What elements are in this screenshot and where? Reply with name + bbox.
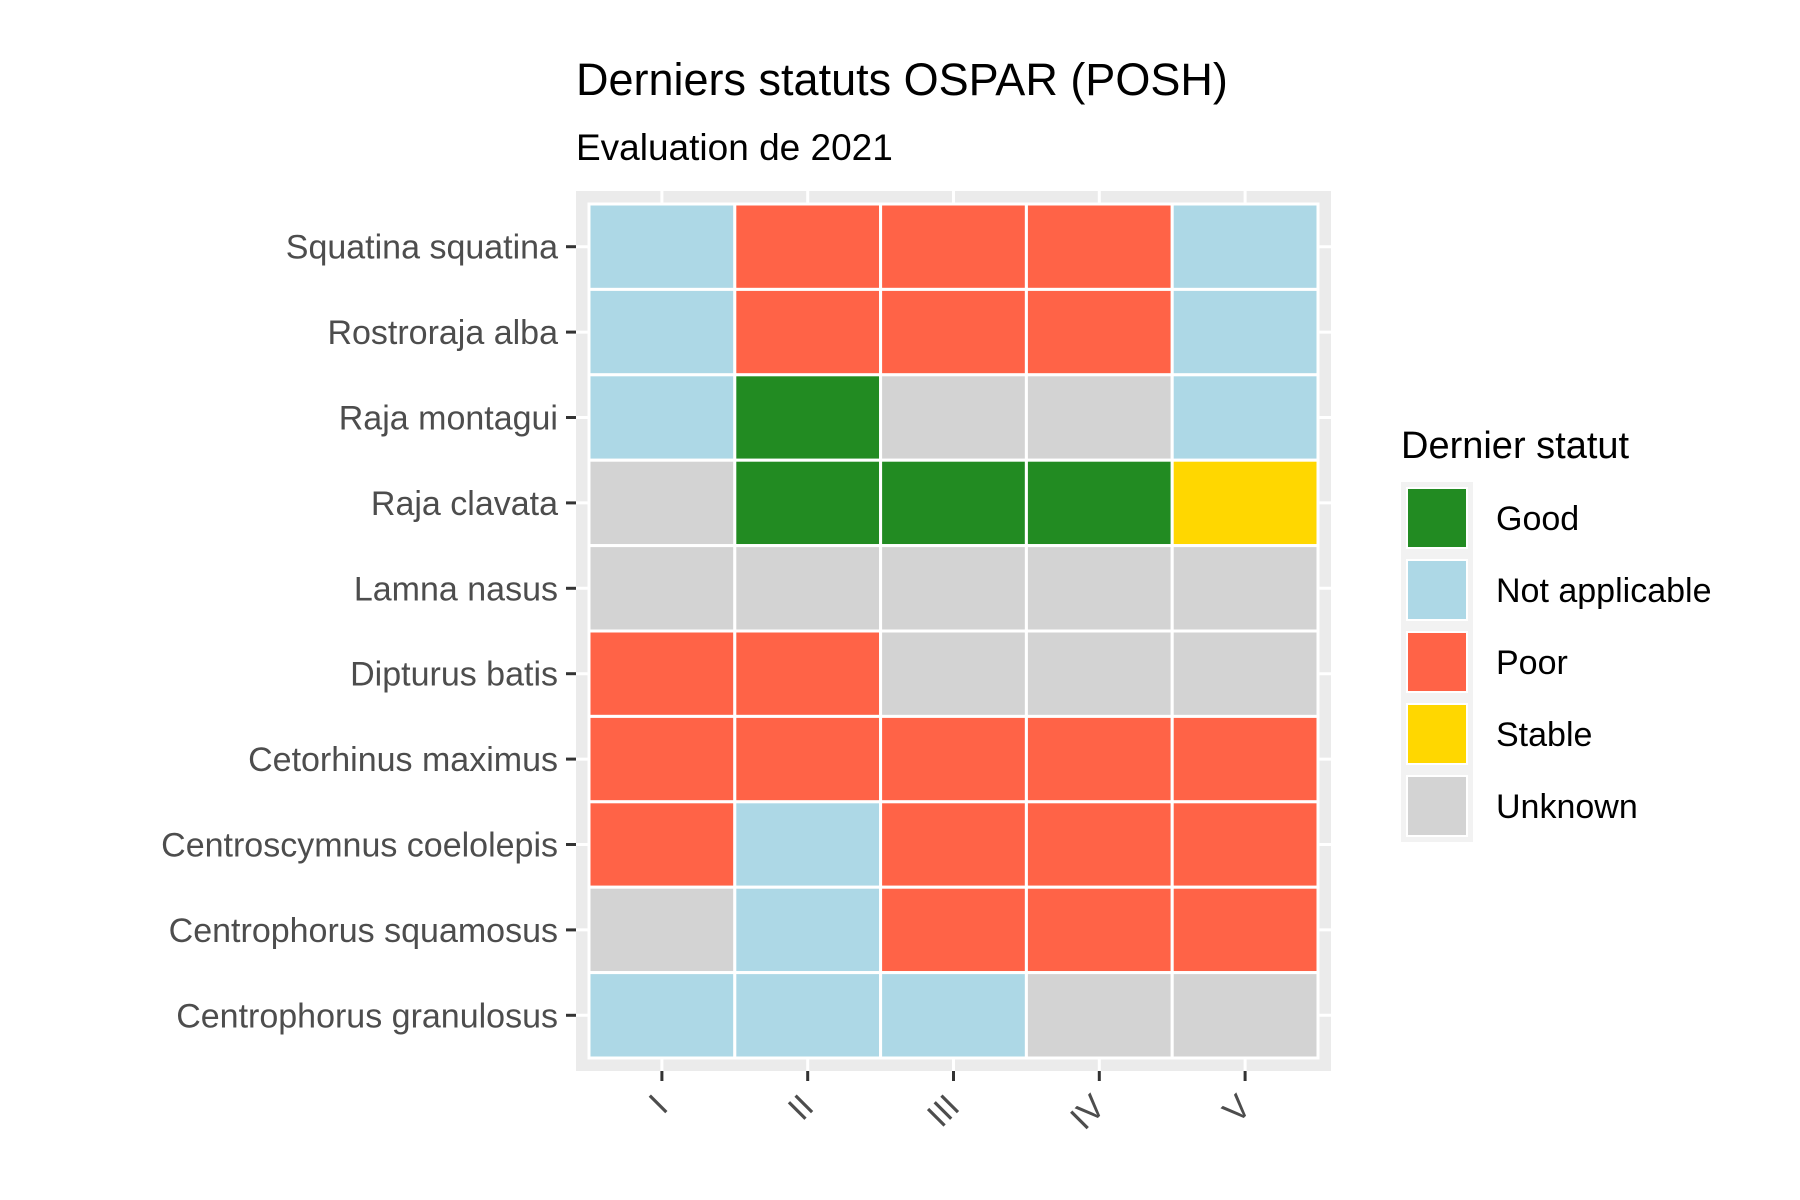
cell-raja-clavata-iii	[879, 458, 1028, 548]
cell-raja-montagui-v	[1170, 373, 1320, 462]
cell-lamna-nasus-v	[1170, 544, 1320, 633]
cell-raja-clavata-iv	[1024, 458, 1174, 548]
cell-centroscymnus-coelolepis-ii	[733, 800, 883, 889]
cell-centroscymnus-coelolepis-i	[587, 800, 737, 889]
legend-swatch-poor	[1406, 631, 1468, 693]
cell-centroscymnus-coelolepis-iii	[879, 800, 1028, 889]
cell-lamna-nasus-iii	[879, 544, 1028, 633]
y-tick-label: Cetorhinus maximus	[248, 741, 558, 779]
chart-title: Derniers statuts OSPAR (POSH)	[576, 54, 1228, 105]
x-axis: I II III IV V	[642, 1071, 1259, 1137]
cell-raja-montagui-i	[587, 373, 737, 462]
cell-rostroraja-alba-iv	[1024, 287, 1174, 377]
cell-cetorhinus-maximus-i	[587, 714, 737, 804]
cell-squatina-squatina-iv	[1024, 202, 1174, 291]
cell-rostroraja-alba-iii	[879, 287, 1028, 377]
cell-raja-clavata-v	[1170, 458, 1320, 548]
legend-swatch-not-applicable	[1406, 559, 1468, 621]
cell-cetorhinus-maximus-ii	[733, 714, 883, 804]
cell-dipturus-batis-ii	[733, 629, 883, 718]
cell-centrophorus-granulosus-i	[587, 971, 737, 1060]
cell-squatina-squatina-i	[587, 202, 737, 291]
legend-items: Good Not applicable Poor Stable Unknown	[1401, 482, 1711, 842]
cell-dipturus-batis-iv	[1024, 629, 1174, 718]
cell-cetorhinus-maximus-v	[1170, 714, 1320, 804]
legend: Dernier statut Good Not applicable Poor Sta…	[1401, 425, 1711, 842]
cell-centrophorus-granulosus-v	[1170, 971, 1320, 1060]
legend-swatch-good	[1406, 487, 1468, 549]
y-tick-label: Raja montagui	[339, 400, 558, 438]
cell-centrophorus-squamosus-iv	[1024, 885, 1174, 975]
cell-dipturus-batis-i	[587, 629, 737, 718]
cell-centrophorus-squamosus-iii	[879, 885, 1028, 975]
cell-centrophorus-granulosus-ii	[733, 971, 883, 1060]
chart-subtitle: Evaluation de 2021	[576, 127, 893, 168]
cell-raja-montagui-ii	[733, 373, 883, 462]
y-tick-label: Raja clavata	[371, 485, 558, 523]
cell-cetorhinus-maximus-iv	[1024, 714, 1174, 804]
cell-cetorhinus-maximus-iii	[879, 714, 1028, 804]
cell-centrophorus-squamosus-i	[587, 885, 737, 975]
cell-rostroraja-alba-ii	[733, 287, 883, 377]
cell-centrophorus-granulosus-iv	[1024, 971, 1174, 1060]
y-tick-label: Centrophorus granulosus	[176, 997, 558, 1035]
legend-label-good: Good	[1496, 500, 1579, 538]
cell-centrophorus-granulosus-iii	[879, 971, 1028, 1060]
cell-squatina-squatina-v	[1170, 202, 1320, 291]
cell-centroscymnus-coelolepis-v	[1170, 800, 1320, 889]
y-tick-label: Dipturus batis	[350, 656, 558, 694]
cell-rostroraja-alba-i	[587, 287, 737, 377]
x-tick-label: I	[642, 1088, 676, 1122]
x-tick-label: III	[920, 1088, 967, 1135]
y-tick-label: Lamna nasus	[354, 570, 558, 608]
x-tick-label: II	[781, 1088, 821, 1128]
x-tick-label: IV	[1063, 1087, 1113, 1137]
legend-title: Dernier statut	[1401, 425, 1630, 467]
cell-centrophorus-squamosus-ii	[733, 885, 883, 975]
x-tick-label: V	[1216, 1087, 1259, 1130]
legend-label-not-applicable: Not applicable	[1496, 572, 1711, 610]
y-tick-label: Rostroraja alba	[327, 314, 558, 352]
cell-raja-montagui-iv	[1024, 373, 1174, 462]
cell-squatina-squatina-iii	[879, 202, 1028, 291]
y-tick-label: Centroscymnus coelolepis	[161, 827, 558, 865]
cell-dipturus-batis-iii	[879, 629, 1028, 718]
legend-label-stable: Stable	[1496, 716, 1592, 754]
legend-swatch-stable	[1406, 703, 1468, 765]
y-axis: Squatina squatina Rostroraja alba Raja mon…	[161, 229, 576, 1035]
legend-label-poor: Poor	[1496, 644, 1568, 682]
cell-raja-clavata-i	[587, 458, 737, 548]
cell-lamna-nasus-ii	[733, 544, 883, 633]
heatmap-cells	[587, 202, 1320, 1060]
cell-lamna-nasus-iv	[1024, 544, 1174, 633]
cell-centrophorus-squamosus-v	[1170, 885, 1320, 975]
legend-label-unknown: Unknown	[1496, 788, 1638, 826]
cell-raja-clavata-ii	[733, 458, 883, 548]
cell-centroscymnus-coelolepis-iv	[1024, 800, 1174, 889]
y-tick-label: Squatina squatina	[286, 229, 558, 267]
cell-raja-montagui-iii	[879, 373, 1028, 462]
cell-squatina-squatina-ii	[733, 202, 883, 291]
y-tick-label: Centrophorus squamosus	[169, 912, 558, 950]
legend-swatch-unknown	[1406, 775, 1468, 837]
cell-lamna-nasus-i	[587, 544, 737, 633]
cell-dipturus-batis-v	[1170, 629, 1320, 718]
cell-rostroraja-alba-v	[1170, 287, 1320, 377]
